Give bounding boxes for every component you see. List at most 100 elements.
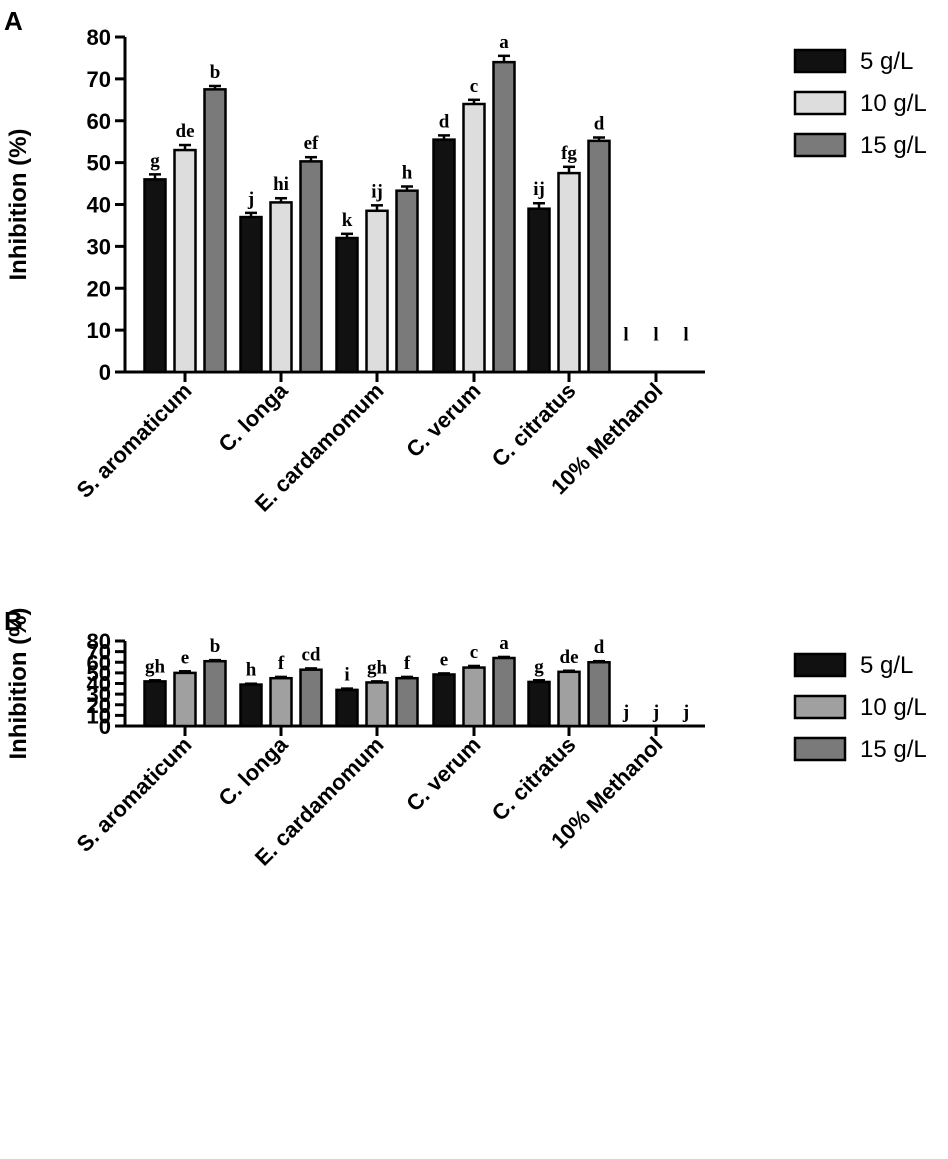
significance-letter: j [247,189,254,210]
x-tick-label: C. longa [213,377,293,457]
bar [527,207,551,374]
significance-letter: j [622,702,629,723]
x-tick-label: C. verum [401,378,485,462]
y-tick-label: 30 [87,234,111,259]
y-tick-label: 0 [99,360,111,385]
significance-letter: d [594,114,605,135]
significance-letter: c [470,642,478,663]
significance-letter: c [470,76,478,97]
y-tick-label: 60 [87,109,111,134]
y-tick-label: 0 [99,714,111,739]
significance-letter: gh [367,657,388,678]
panel-label-a: A [4,6,23,36]
bar [395,676,419,728]
significance-letter: a [499,32,509,53]
legend-label: 5 g/L [860,48,913,75]
bar [587,661,611,728]
chart-panel-a: 0 10 20 30 40 50 60 70 80 Inhibition (%) S. aromat… [5,25,927,517]
significance-letter: b [210,62,221,83]
significance-letter: j [682,702,689,723]
bar [335,236,359,374]
significance-letter: f [404,653,411,674]
y-tick-label: 40 [87,193,111,218]
significance-letter: j [652,702,659,723]
y-tick-label: 70 [87,640,111,665]
significance-letter: l [683,325,688,346]
significance-letter: b [210,636,221,657]
significance-letter: hi [273,174,289,195]
significance-letter: de [560,647,579,668]
significance-letter: h [402,162,413,183]
significance-letter: i [344,665,349,686]
significance-letter: f [278,653,285,674]
bar [269,676,293,728]
y-tick-label: 20 [87,276,111,301]
bar [269,201,293,374]
legend-swatch [793,694,847,720]
legend-swatch [793,736,847,762]
legend-label: 5 g/L [860,652,913,679]
x-tick-label: S. aromaticum [72,732,197,857]
bar [557,171,581,374]
bar [432,138,456,374]
bar [527,680,551,728]
bar [365,681,389,728]
x-tick-label: C. citratus [487,732,581,826]
y-tick-label: 50 [87,151,111,176]
y-axis-label: Inhibition (%) [5,608,32,760]
significance-letter: h [246,660,257,681]
significance-letter: d [439,111,450,132]
y-tick-label: 80 [87,25,111,50]
significance-letter: a [499,633,509,654]
bar [395,189,419,374]
y-axis-label: Inhibition (%) [5,129,32,281]
x-tick-label: C. longa [213,731,293,811]
y-tick-label: 50 [87,661,111,686]
bar [173,148,197,374]
significance-letter: l [653,325,658,346]
x-tick-label: S. aromaticum [72,378,197,503]
x-tick-label: C. verum [401,732,485,816]
y-tick-label: 20 [87,693,111,718]
significance-letter: cd [302,644,321,665]
significance-letter: ef [304,133,319,154]
bar [462,102,486,374]
significance-letter: ij [371,181,383,202]
bar [143,680,167,728]
legend-swatch [793,132,847,158]
legend-label: 15 g/L [860,132,927,159]
y-tick-label: 60 [87,650,111,675]
y-tick-label: 10 [87,703,111,728]
bar [299,160,323,374]
y-tick-label: 40 [87,672,111,697]
y-tick-label: 30 [87,682,111,707]
significance-letter: ij [533,179,545,200]
significance-letter: g [534,656,544,677]
legend-swatch [793,652,847,678]
bar [335,688,359,728]
bar [462,666,486,728]
significance-letter: k [342,210,353,231]
bar [557,670,581,728]
legend-label: 10 g/L [860,694,927,721]
significance-letter: fg [561,143,577,164]
bar [239,215,263,374]
bar [492,60,516,374]
significance-letter: e [181,647,189,668]
bar [587,139,611,374]
bar [203,659,227,728]
legend-label: 15 g/L [860,736,927,763]
y-tick-label: 70 [87,67,111,92]
significance-letter: gh [145,656,166,677]
y-tick-label: 80 [87,629,111,654]
x-tick-label: C. citratus [487,378,581,472]
legend-swatch [793,90,847,116]
bar [492,656,516,728]
y-tick-label: 10 [87,318,111,343]
bar [299,668,323,728]
panel-label-b: B [4,606,23,636]
bar [239,683,263,728]
